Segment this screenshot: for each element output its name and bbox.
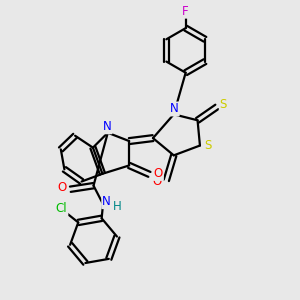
- Text: S: S: [204, 139, 211, 152]
- Text: N: N: [103, 120, 112, 133]
- Text: N: N: [170, 103, 179, 116]
- Text: O: O: [57, 181, 67, 194]
- Text: O: O: [152, 175, 161, 188]
- Text: F: F: [182, 5, 189, 18]
- Text: H: H: [113, 200, 122, 213]
- Text: Cl: Cl: [56, 202, 68, 215]
- Text: N: N: [102, 195, 111, 208]
- Text: S: S: [220, 98, 227, 111]
- Text: O: O: [154, 167, 163, 180]
